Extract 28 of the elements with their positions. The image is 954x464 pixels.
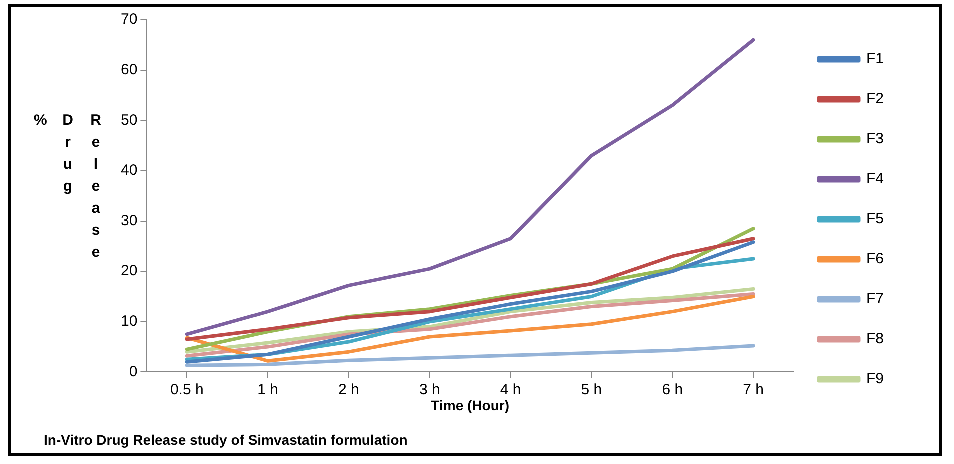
legend-label: F9 bbox=[866, 370, 884, 388]
text: In-Vitro Drug Release study of Simvastatin formulation bbox=[44, 432, 408, 448]
legend-label: F7 bbox=[866, 290, 884, 308]
x-tick-label: 2 h bbox=[338, 381, 360, 398]
y-tick-label: 70 bbox=[120, 11, 138, 28]
legend-label: F3 bbox=[866, 130, 884, 148]
x-tick-label: 5 h bbox=[581, 381, 602, 398]
legend-label: F6 bbox=[866, 250, 884, 268]
x-tick-label: 1 h bbox=[258, 381, 278, 398]
text: % Drug Release bbox=[34, 112, 102, 261]
x-tick-label: 0.5 h bbox=[170, 381, 204, 398]
x-tick-label: 3 h bbox=[419, 381, 440, 398]
legend-label: F8 bbox=[866, 330, 884, 348]
legend-label: F4 bbox=[866, 170, 884, 188]
y-tick-label: 40 bbox=[120, 162, 138, 180]
y-tick-label: 50 bbox=[120, 112, 138, 129]
legend-label: F1 bbox=[866, 50, 884, 68]
y-tick-label: 60 bbox=[120, 61, 138, 78]
x-tick-label: 6 h bbox=[662, 381, 684, 398]
y-tick-label: 20 bbox=[120, 262, 138, 280]
y-tick-label: 10 bbox=[120, 313, 138, 330]
x-tick-label: 7 h bbox=[743, 381, 764, 398]
legend-label: F5 bbox=[866, 210, 884, 228]
x-axis-title: Time (Hour) bbox=[431, 397, 510, 414]
y-tick-label: 0 bbox=[129, 363, 138, 380]
x-tick-label: 4 h bbox=[500, 381, 522, 398]
legend-label: F2 bbox=[866, 90, 884, 108]
y-tick-label: 30 bbox=[120, 212, 138, 230]
